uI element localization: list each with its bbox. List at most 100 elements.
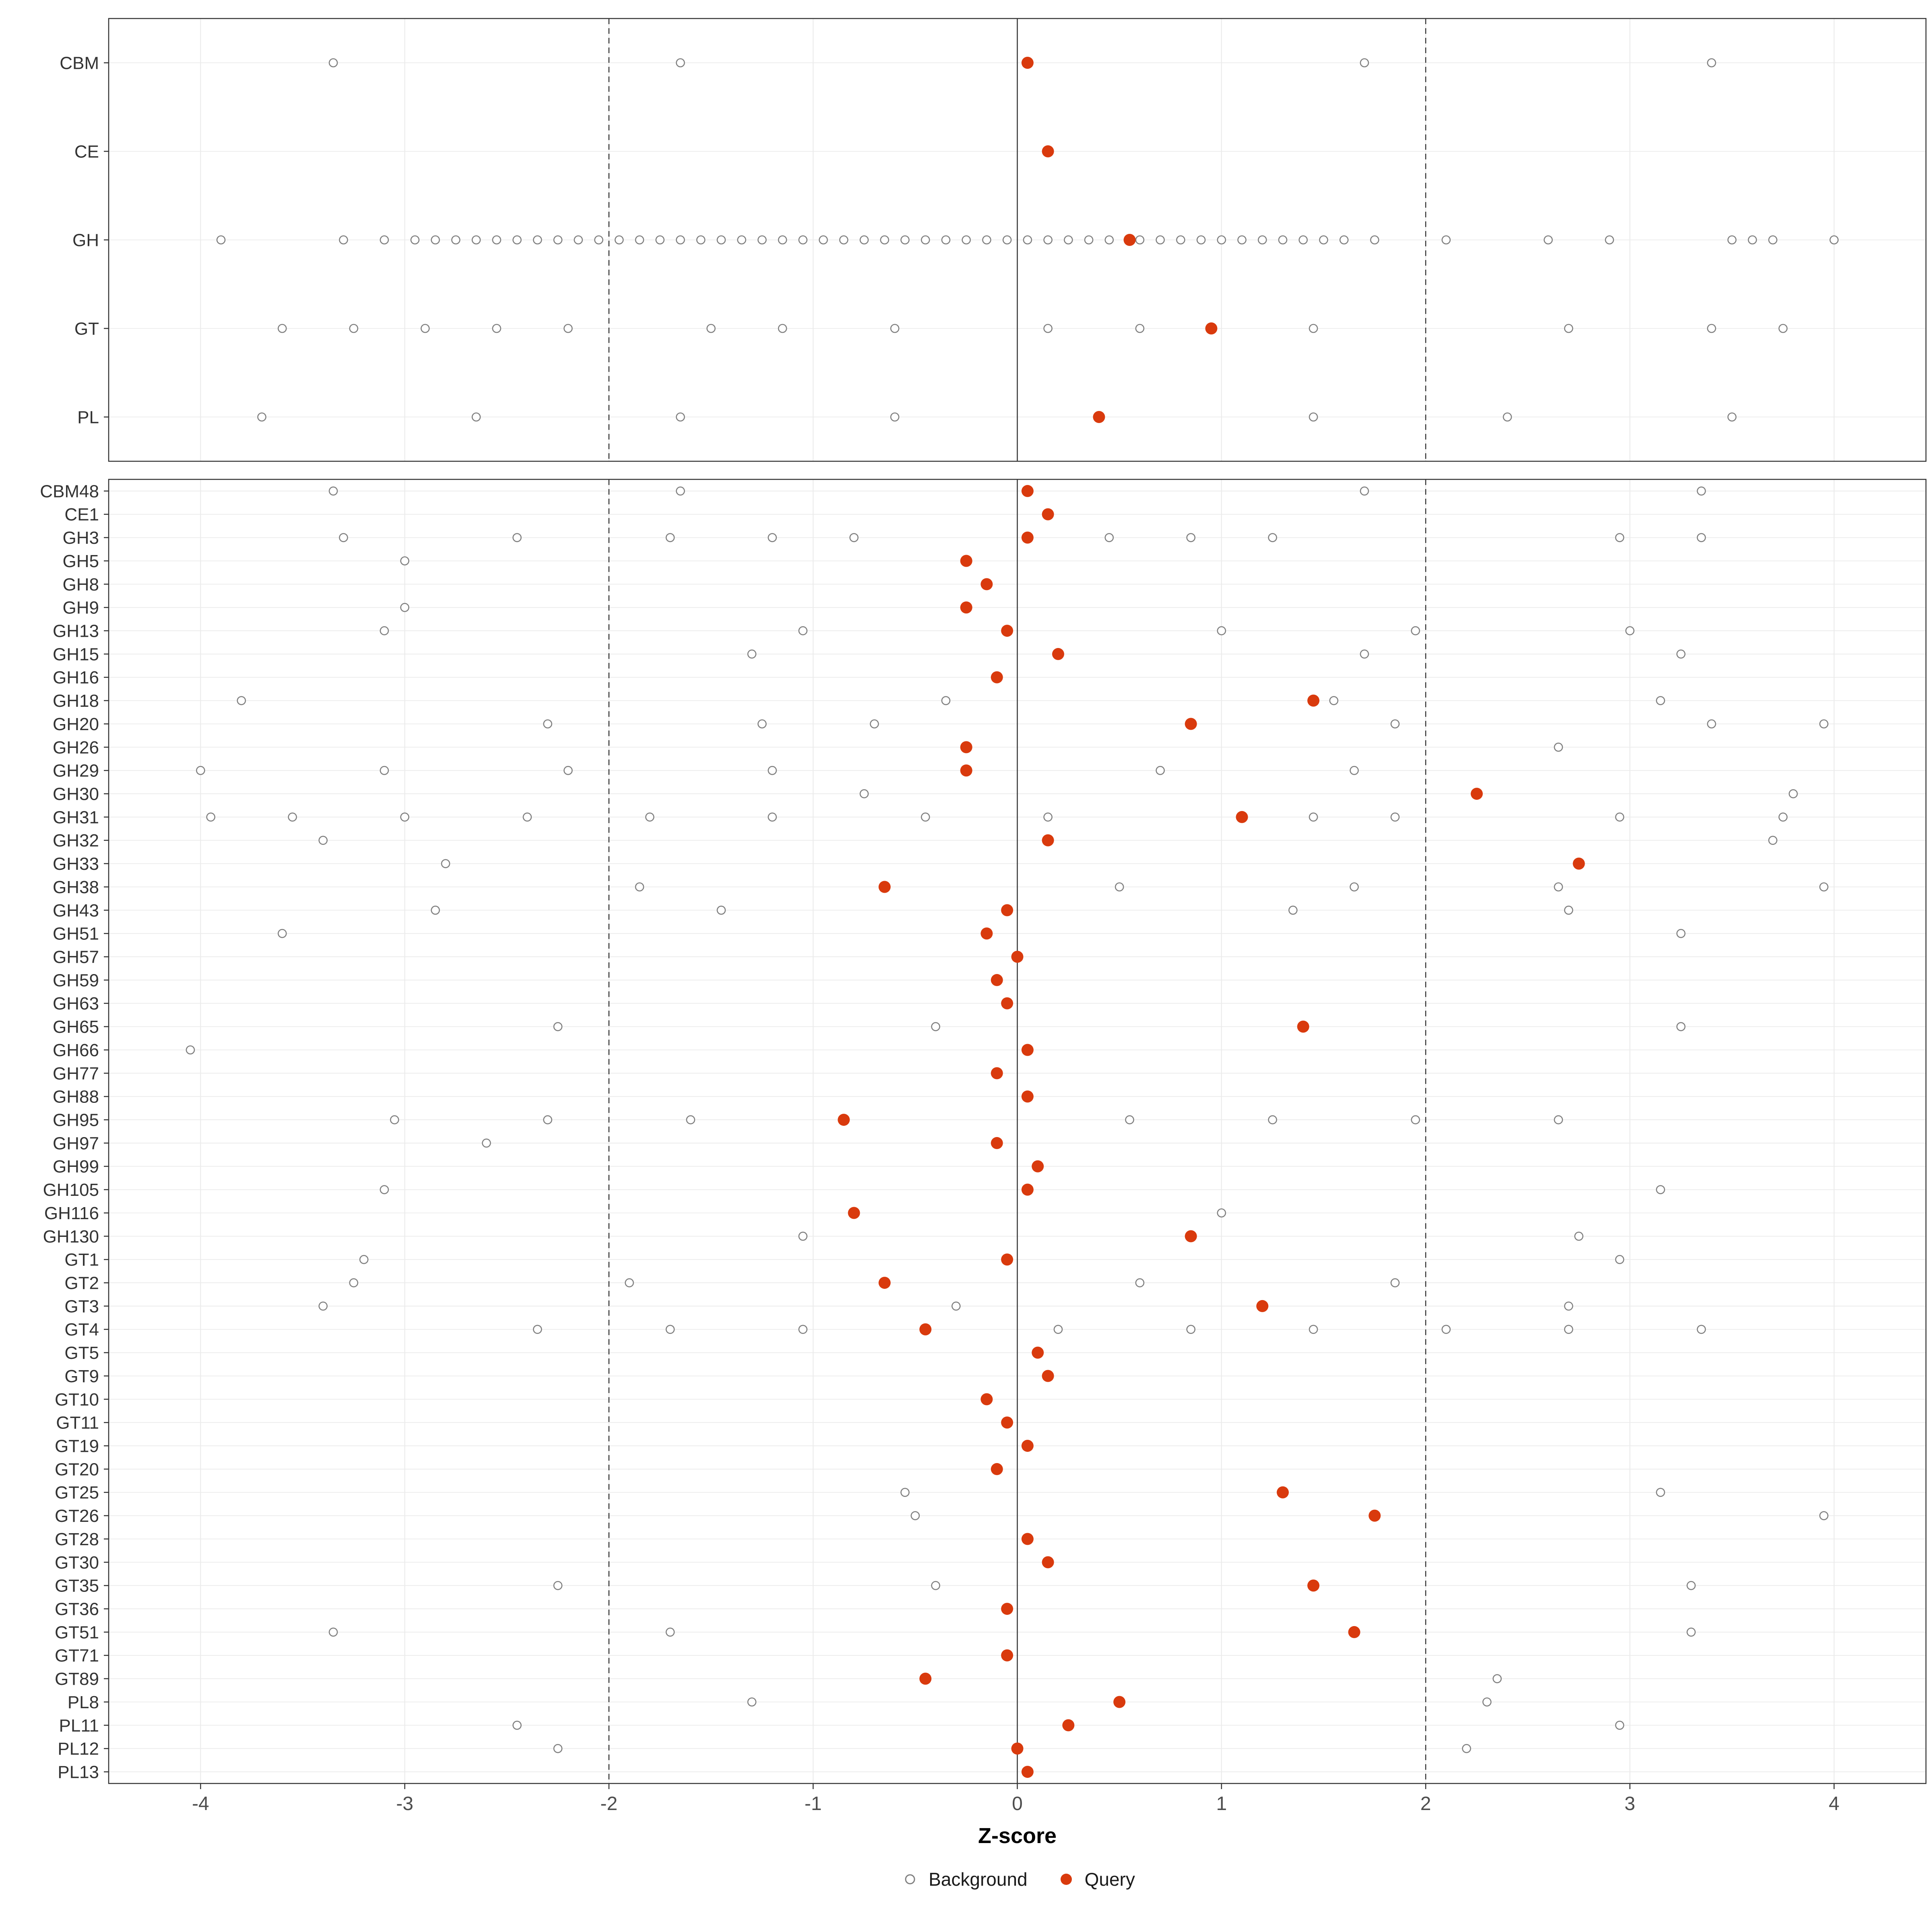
- y-tick-label: GH51: [53, 924, 99, 944]
- background-point: [778, 324, 787, 333]
- background-point: [1503, 412, 1512, 422]
- background-point: [339, 533, 348, 542]
- query-point: [1021, 1090, 1034, 1103]
- background-point: [941, 696, 951, 705]
- background-point: [1217, 1208, 1226, 1218]
- background-point: [206, 812, 215, 822]
- background-point: [1064, 235, 1073, 245]
- y-tick-label: GH65: [53, 1017, 99, 1037]
- background-point: [1370, 235, 1379, 245]
- y-tick-label: PL8: [68, 1693, 99, 1712]
- background-point: [890, 324, 900, 333]
- y-tick-label: GT1: [64, 1250, 99, 1270]
- y-tick-label: CE1: [64, 505, 99, 524]
- query-point: [1001, 1603, 1013, 1615]
- background-point: [900, 235, 910, 245]
- background-point: [1104, 235, 1114, 245]
- y-tick-label: GH30: [53, 784, 99, 804]
- y-tick-label: GT26: [55, 1506, 99, 1526]
- background-point: [380, 766, 389, 775]
- background-point: [288, 812, 297, 822]
- background-point: [1329, 696, 1339, 705]
- background-point: [1768, 235, 1777, 245]
- y-tick-label: GH38: [53, 877, 99, 897]
- background-point: [931, 1581, 940, 1590]
- query-point: [1042, 1370, 1054, 1382]
- background-point: [1278, 235, 1288, 245]
- x-tick-label: -1: [805, 1793, 822, 1814]
- background-point: [1615, 812, 1624, 822]
- background-point: [1257, 235, 1267, 245]
- background-point: [1819, 882, 1829, 892]
- query-point: [1021, 1766, 1034, 1778]
- background-point: [328, 1627, 338, 1637]
- y-tick-label: GH43: [53, 901, 99, 921]
- background-point: [1217, 235, 1226, 245]
- background-point: [1564, 906, 1573, 915]
- background-point: [1544, 235, 1553, 245]
- query-point: [1185, 718, 1197, 730]
- query-point: [838, 1114, 850, 1126]
- query-point: [919, 1672, 932, 1685]
- background-point: [492, 235, 502, 245]
- background-point: [1605, 235, 1614, 245]
- legend-item-background: Background: [900, 1868, 1028, 1890]
- query-point: [1256, 1300, 1269, 1312]
- query-point: [991, 1067, 1003, 1080]
- background-point: [1676, 929, 1686, 938]
- query-point: [1001, 1649, 1013, 1662]
- background-point: [1564, 1301, 1573, 1311]
- background-point: [880, 235, 890, 245]
- query-marker-shape: [1060, 1874, 1072, 1885]
- background-point: [482, 1138, 491, 1148]
- background-point: [318, 836, 328, 845]
- y-tick-label: GH33: [53, 854, 99, 874]
- y-tick-label: GH20: [53, 714, 99, 734]
- query-point: [1052, 648, 1064, 660]
- background-point: [1564, 324, 1573, 333]
- background-point: [1360, 486, 1369, 496]
- background-point: [1309, 1325, 1318, 1334]
- y-tick-label: GH29: [53, 761, 99, 781]
- background-point: [1237, 235, 1247, 245]
- background-point: [1390, 719, 1400, 729]
- y-tick-label: GH66: [53, 1040, 99, 1060]
- x-tick-label: 0: [1012, 1793, 1023, 1814]
- background-point: [277, 324, 287, 333]
- query-point: [1021, 485, 1034, 497]
- query-point: [1348, 1626, 1360, 1638]
- background-point: [553, 1744, 563, 1753]
- y-tick-label: PL11: [59, 1716, 99, 1736]
- background-point: [952, 1301, 961, 1311]
- background-point: [390, 1115, 399, 1125]
- background-point: [1186, 533, 1196, 542]
- y-tick-label: GH95: [53, 1110, 99, 1130]
- background-point: [1462, 1744, 1471, 1753]
- background-point: [318, 1301, 328, 1311]
- x-tick-label: 4: [1829, 1793, 1839, 1814]
- x-tick-label: -4: [192, 1793, 209, 1814]
- background-point: [798, 235, 808, 245]
- background-point: [665, 1627, 675, 1637]
- background-point: [1748, 235, 1757, 245]
- query-point: [1297, 1020, 1309, 1033]
- background-point: [277, 929, 287, 938]
- background-point: [819, 235, 828, 245]
- query-point: [960, 741, 972, 753]
- y-tick-label: GH: [72, 230, 99, 250]
- background-point: [859, 235, 869, 245]
- background-point: [768, 533, 777, 542]
- background-point: [328, 58, 338, 68]
- background-point: [1778, 812, 1788, 822]
- y-tick-label: PL: [77, 407, 99, 427]
- background-point: [1707, 719, 1716, 729]
- background-point: [768, 766, 777, 775]
- background-point: [1309, 324, 1318, 333]
- background-point: [1697, 1325, 1706, 1334]
- query-point: [1042, 508, 1054, 520]
- background-point: [1564, 1325, 1573, 1334]
- background-point: [1411, 626, 1420, 636]
- query-point: [878, 881, 891, 893]
- background-point: [1819, 1511, 1829, 1520]
- background-point: [471, 235, 481, 245]
